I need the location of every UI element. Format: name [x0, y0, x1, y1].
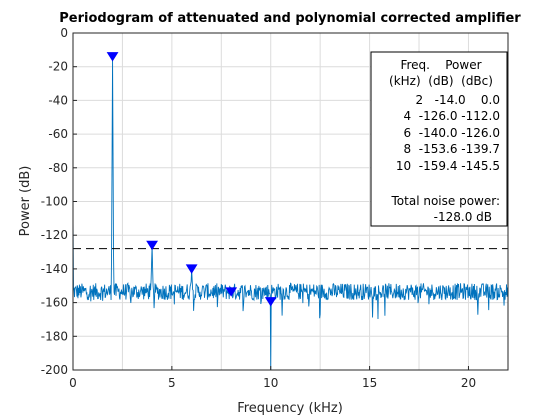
x-tick-label: 10 — [263, 376, 278, 390]
legend-box: Freq. Power (kHz) (dB) (dBc) 2 -14.0 0.0… — [370, 51, 508, 227]
legend-row: 6 -140.0 -126.0 — [404, 126, 500, 140]
x-tick-label: 20 — [461, 376, 476, 390]
legend-header-1: Freq. Power — [400, 58, 481, 72]
x-tick-label: 15 — [362, 376, 377, 390]
y-tick-label: -100 — [41, 195, 68, 209]
y-tick-label: -20 — [48, 60, 68, 74]
harmonic-marker — [146, 240, 158, 251]
x-axis-label: Frequency (kHz) — [237, 401, 343, 416]
y-tick-label: -140 — [41, 262, 68, 276]
legend-header-2: (kHz) (dB) (dBc) — [389, 74, 493, 88]
x-tick-label: 5 — [168, 376, 176, 390]
harmonic-marker — [185, 264, 198, 274]
legend-noise-label: Total noise power: — [391, 194, 501, 208]
series-group — [73, 56, 508, 370]
y-tick-label: -60 — [48, 127, 68, 141]
x-ticks: 0 5 10 15 20 — [69, 366, 476, 390]
legend-row: 10 -159.4 -145.5 — [396, 159, 500, 173]
legend-row: 4 -126.0 -112.0 — [404, 109, 500, 123]
y-tick-label: -40 — [48, 93, 68, 107]
harmonic-marker — [264, 297, 277, 307]
periodogram-line — [73, 56, 508, 370]
y-tick-label: -200 — [41, 363, 68, 377]
legend-row: 8 -153.6 -139.7 — [404, 142, 500, 156]
y-tick-label: -120 — [41, 228, 68, 242]
y-axis-label: Power (dB) — [18, 166, 33, 237]
y-tick-label: -80 — [48, 161, 68, 175]
harmonic-marker — [106, 52, 119, 62]
legend-noise-value: -128.0 dB — [434, 210, 492, 224]
y-ticks: 0 -20 -40 -60 -80 -100 -120 -140 -160 -180 -200 — [41, 26, 77, 377]
harmonic-markers — [106, 52, 277, 307]
y-tick-label: 0 — [60, 26, 68, 40]
x-tick-label: 0 — [69, 376, 77, 390]
chart-title: Periodogram of attenuated and polynomial… — [59, 11, 521, 26]
y-tick-label: -160 — [41, 296, 68, 310]
harmonic-marker — [225, 287, 238, 297]
legend-row: 2 -14.0 0.0 — [416, 93, 500, 107]
y-tick-label: -180 — [41, 329, 68, 343]
